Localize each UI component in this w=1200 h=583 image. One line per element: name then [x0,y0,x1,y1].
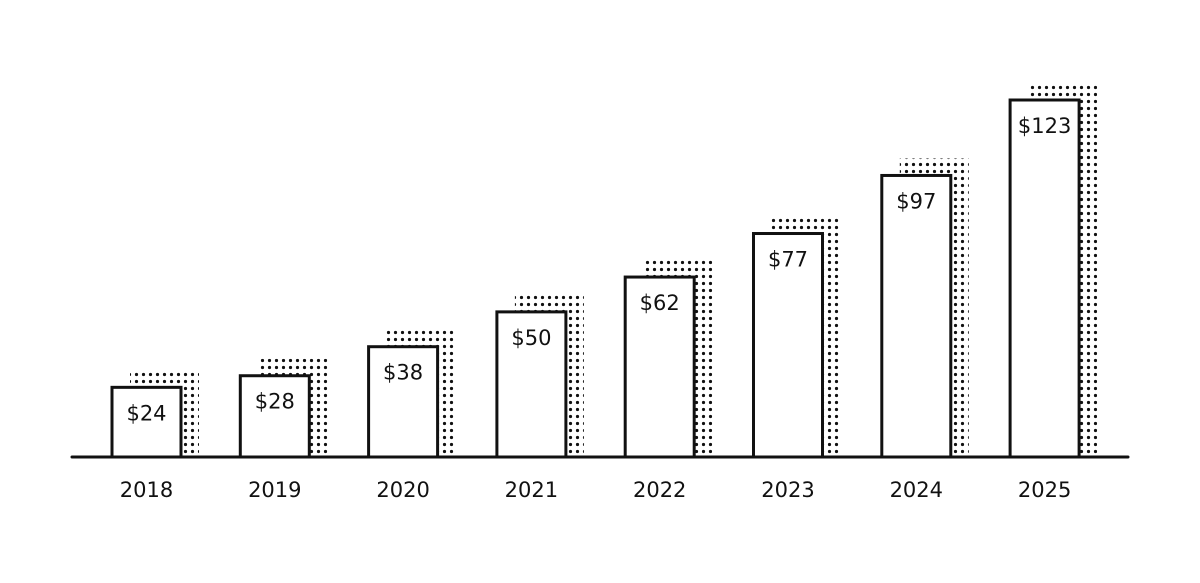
bar-2022 [623,275,696,459]
tick-label-2022: 2022 [633,478,686,502]
value-labels: $24 $28 $38 $50 $62 $77 $97 $123 [126,114,1071,425]
tick-label-2020: 2020 [376,478,429,502]
data-label-2022: $62 [640,291,680,315]
data-label-2020: $38 [383,361,423,385]
tick-label-2019: 2019 [248,478,301,502]
tick-label-2018: 2018 [120,478,173,502]
x-tick-labels: 2018 2019 2020 2021 2022 2023 2024 2025 [120,478,1072,502]
bar-2018 [110,385,183,459]
bar-2024 [880,173,953,459]
data-label-2018: $24 [126,401,166,425]
bar-2021 [495,310,568,459]
tick-label-2024: 2024 [890,478,943,502]
bar-2025 [1008,98,1081,459]
bar-2019 [238,374,311,459]
data-label-2023: $77 [768,248,808,272]
data-label-2025: $123 [1018,114,1071,138]
bar-2023 [752,232,824,459]
tick-label-2023: 2023 [761,478,814,502]
tick-label-2021: 2021 [505,478,558,502]
data-label-2019: $28 [255,390,295,414]
data-label-2021: $50 [511,326,551,350]
tick-label-2025: 2025 [1018,478,1071,502]
data-label-2024: $97 [896,189,936,213]
bar-2020 [367,345,440,459]
bars [110,98,1081,459]
